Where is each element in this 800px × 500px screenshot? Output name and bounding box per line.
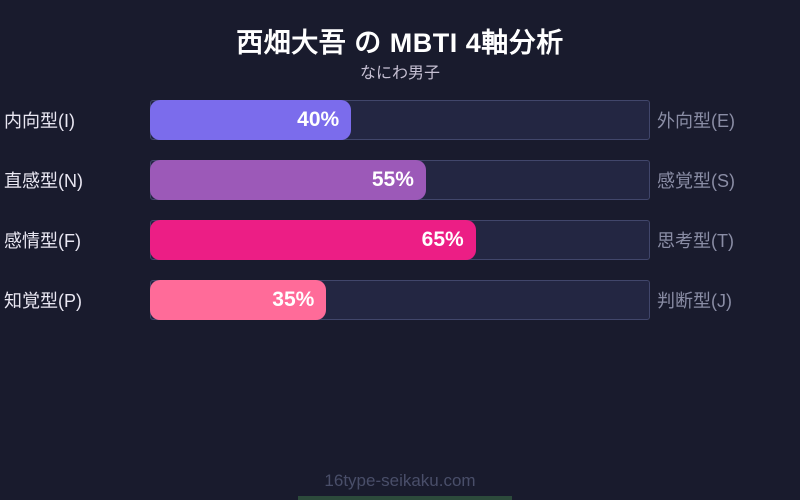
axes-rows: 内向型(I) 40% 外向型(E) 直感型(N) 55% 感覚型(S) 感情型(… [0,100,800,340]
bar-fill: 55% [150,160,426,200]
mbti-axis-row: 内向型(I) 40% 外向型(E) [0,100,800,140]
axis-right-label: 外向型(E) [657,111,735,131]
bottom-strip [298,496,512,500]
axis-right-label: 判断型(J) [657,291,732,311]
axis-right-label: 思考型(T) [657,231,734,251]
axis-left-label: 感情型(F) [4,231,81,251]
axis-right-label: 感覚型(S) [657,171,735,191]
axis-left-label: 内向型(I) [4,111,75,131]
bar-fill: 65% [150,220,476,260]
bar-value-label: 65% [421,228,464,251]
bar-fill: 40% [150,100,352,140]
bar-track: 65% [150,220,650,260]
page-title: 西畑大吾 の MBTI 4軸分析 [236,28,564,58]
bar-value-label: 35% [272,288,315,311]
mbti-axis-row: 知覚型(P) 35% 判断型(J) [0,280,800,320]
mbti-axis-row: 直感型(N) 55% 感覚型(S) [0,160,800,200]
bar-value-label: 55% [371,168,414,191]
bar-track: 40% [150,100,650,140]
bar-value-label: 40% [297,108,340,131]
bar-track: 35% [150,280,650,320]
bar-fill: 35% [150,280,327,320]
page-subtitle: なにわ男子 [359,65,440,82]
axis-left-label: 直感型(N) [4,171,83,191]
mbti-axis-row: 感情型(F) 65% 思考型(T) [0,220,800,260]
bar-track: 55% [150,160,650,200]
axis-left-label: 知覚型(P) [4,291,82,311]
site-credit: 16type-seikaku.com [324,471,476,490]
